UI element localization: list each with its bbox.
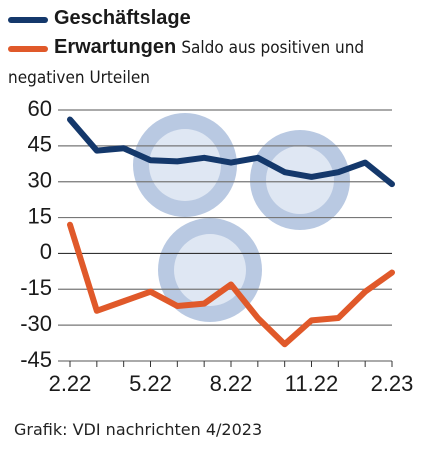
legend-label: Geschäftslage — [54, 7, 191, 29]
legend-swatch — [8, 16, 48, 23]
y-tick-label: 30 — [28, 168, 52, 193]
x-tick-label: 5.22 — [129, 371, 172, 396]
y-tick-label: 45 — [28, 132, 52, 157]
x-tick-label: 8.22 — [210, 371, 253, 396]
subtitle: Saldo aus positiven und negativen Urteil… — [8, 38, 365, 88]
source: Grafik: VDI nachrichten 4/2023 — [14, 420, 263, 439]
legend-label: Erwartungen — [54, 36, 177, 58]
y-tick-label: 15 — [28, 203, 52, 228]
legend-item: Geschäftslage — [8, 4, 422, 33]
legend-item: Erwartungen Saldo aus positiven und nega… — [8, 33, 422, 93]
y-tick-label: -45 — [20, 347, 52, 372]
y-tick-label: -15 — [20, 275, 52, 300]
y-tick-label: 0 — [40, 239, 52, 264]
x-tick-label: 2.22 — [49, 371, 92, 396]
legend-swatch — [8, 45, 48, 52]
legend: Geschäftslage Erwartungen Saldo aus posit… — [8, 4, 422, 93]
x-tick-label: 11.22 — [285, 371, 338, 396]
series-line — [67, 116, 395, 188]
y-tick-label: 60 — [28, 96, 52, 121]
y-tick-label: -30 — [20, 311, 52, 336]
x-tick-label: 2.23 — [371, 371, 414, 396]
series-line — [67, 221, 395, 348]
